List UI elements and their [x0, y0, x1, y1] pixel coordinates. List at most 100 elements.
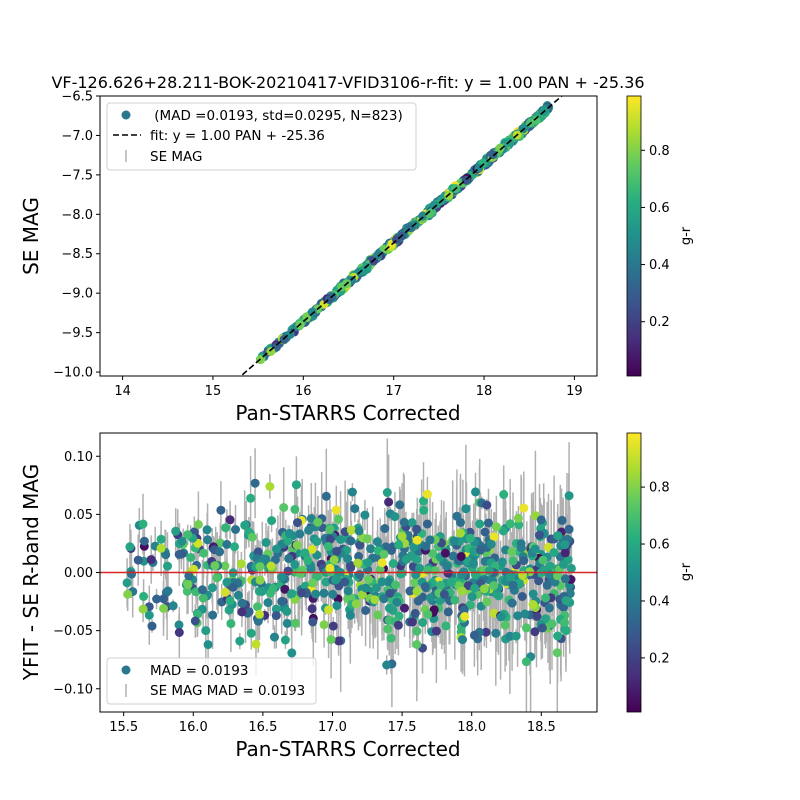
residual-point [388, 559, 398, 568]
residual-point [443, 607, 453, 617]
residual-point [293, 518, 302, 528]
residual-point [538, 555, 548, 565]
residual-point [168, 601, 178, 611]
residual-point [553, 531, 563, 541]
residual-point [372, 583, 381, 593]
y-tick-label: −9.0 [61, 287, 93, 302]
top-scatter-points [255, 101, 554, 365]
residual-point [277, 596, 287, 606]
residual-point [334, 636, 344, 646]
scatter-point [373, 250, 383, 259]
residual-point [307, 604, 317, 614]
residual-point [449, 536, 459, 546]
residual-point [325, 534, 335, 544]
residual-point [384, 603, 394, 613]
residual-point [255, 609, 264, 619]
residual-point [532, 612, 542, 621]
residual-point [484, 566, 494, 576]
residual-point [283, 566, 293, 576]
residual-point [373, 610, 383, 620]
x-tick-label: 15.5 [109, 720, 138, 735]
bottom-colorbar-ticks: 0.2 0.4 0.6 0.8 [641, 481, 670, 666]
residual-point [138, 519, 148, 529]
top-y-axis-label: SE MAG [19, 197, 43, 275]
residual-point [469, 546, 479, 556]
residual-point [467, 592, 477, 602]
residual-point [508, 580, 518, 590]
residual-point [127, 569, 136, 579]
residual-point [393, 620, 403, 630]
residual-point [354, 570, 364, 580]
top-legend-points-marker [121, 110, 131, 120]
residual-point [499, 490, 509, 499]
residual-point [296, 568, 305, 578]
residual-point [247, 532, 257, 542]
residual-point [152, 594, 162, 604]
residual-point [517, 592, 527, 601]
residual-point [384, 497, 394, 507]
residual-point [547, 619, 557, 629]
residual-point [355, 540, 365, 550]
residual-point [397, 531, 407, 541]
top-chart-title: VF-126.626+28.211-BOK-20210417-VFID3106-… [51, 73, 644, 92]
residual-point [346, 536, 356, 546]
residual-point [279, 503, 289, 512]
residual-point [470, 570, 480, 580]
residual-point [198, 593, 208, 603]
residual-point [326, 635, 336, 644]
residual-point [325, 563, 335, 573]
top-colorbar-gradient [626, 95, 642, 377]
residual-point [456, 552, 466, 561]
residual-point [331, 505, 341, 515]
residual-point [351, 599, 361, 609]
residual-point [174, 550, 184, 559]
top-legend-box [106, 102, 417, 171]
residual-point [418, 618, 428, 627]
y-tick-label: −9.5 [61, 326, 93, 341]
residual-point [566, 563, 576, 573]
residual-point [377, 577, 387, 587]
residual-point [459, 605, 469, 615]
residual-point [412, 640, 422, 649]
residual-point [561, 596, 571, 605]
top-y-ticks: −6.5 −7.0 −7.5 −8.0 −8.5 −9.0 −9.5 −10.0 [53, 90, 100, 381]
scatter-point [429, 200, 439, 210]
residual-point [283, 536, 293, 546]
residual-point [287, 648, 297, 658]
residual-point [436, 580, 445, 590]
residual-point [505, 519, 515, 529]
residual-point [159, 604, 168, 613]
residual-point [508, 556, 518, 566]
residual-point [481, 627, 491, 637]
residual-point [122, 578, 132, 588]
residual-point [382, 660, 392, 670]
residual-point [407, 617, 417, 627]
residual-point [280, 584, 290, 594]
residual-point [419, 496, 428, 506]
residual-point [482, 597, 492, 607]
residual-point [193, 609, 203, 619]
residual-point [544, 603, 554, 613]
bottom-colorbar-label: g-r [679, 562, 694, 581]
residual-point [329, 555, 339, 565]
residual-point [379, 549, 389, 559]
residual-point [469, 630, 479, 640]
residual-point [230, 542, 239, 552]
residual-point [319, 588, 329, 598]
residual-point [265, 588, 275, 598]
residual-point [385, 588, 395, 598]
scatter-point [266, 347, 276, 356]
residual-point [513, 611, 523, 621]
residual-point [340, 577, 350, 587]
residual-point [514, 520, 524, 530]
bottom-legend-errorbar-label: SE MAG MAD = 0.0193 [150, 683, 305, 699]
residual-point [439, 589, 449, 599]
residual-point [361, 583, 371, 593]
residual-point [246, 493, 256, 503]
colorbar-tick-label: 0.4 [649, 258, 670, 273]
colorbar-tick-label: 0.2 [649, 315, 670, 330]
residual-point [357, 590, 367, 600]
residual-point [382, 488, 392, 497]
residual-point [272, 544, 281, 554]
